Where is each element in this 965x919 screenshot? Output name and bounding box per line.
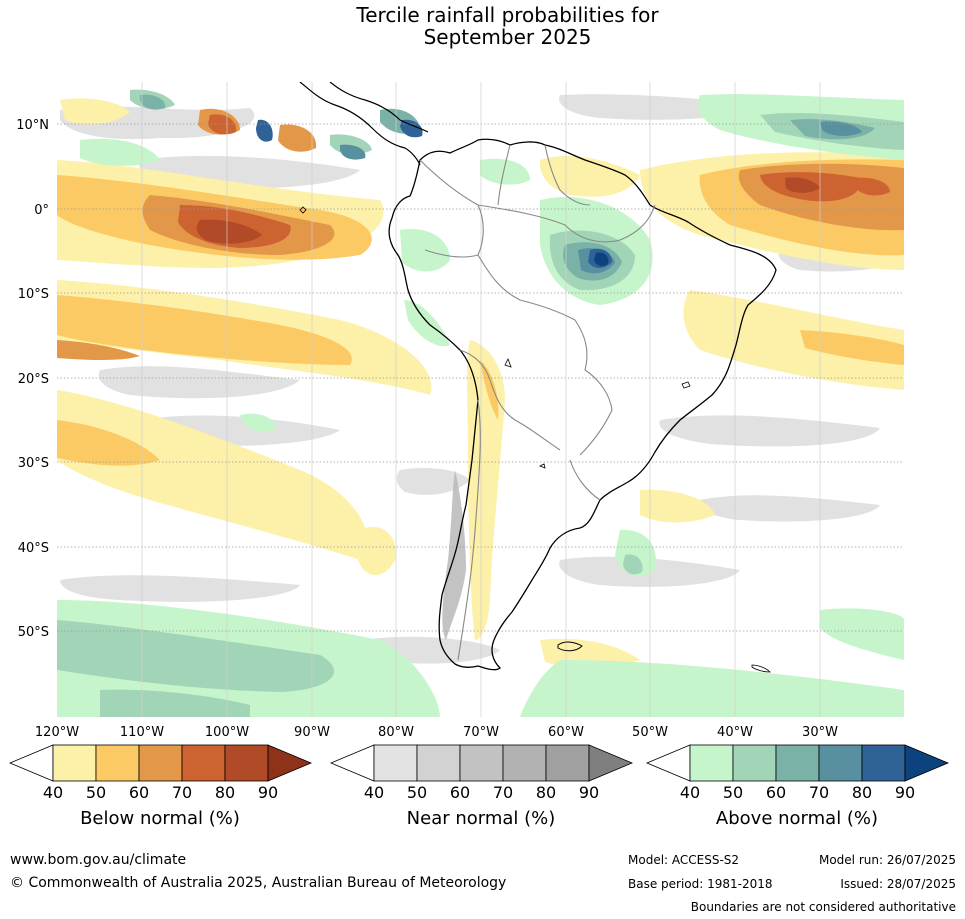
colorbar-segment bbox=[52, 744, 97, 782]
footer-url[interactable]: www.bom.gov.au/climate bbox=[10, 852, 187, 868]
colorbar-tick-label: 60 bbox=[765, 783, 787, 802]
lat-label: 10°N bbox=[16, 118, 49, 133]
lon-label: 30°W bbox=[802, 725, 838, 740]
lon-label: 80°W bbox=[378, 725, 414, 740]
colorbar-tick-label: 90 bbox=[257, 783, 279, 802]
graticule bbox=[57, 82, 904, 717]
falkland-islands bbox=[557, 641, 583, 652]
lat-label: 40°S bbox=[18, 541, 49, 556]
colorbar-tick-label: 70 bbox=[492, 783, 514, 802]
below-normal-80-90 bbox=[196, 177, 820, 244]
colorbar-segment bbox=[545, 744, 590, 782]
title-line-1: Tercile rainfall probabilities for bbox=[356, 3, 659, 27]
colorbar-segment bbox=[818, 744, 863, 782]
footer-copyright: © Commonwealth of Australia 2025, Austra… bbox=[10, 875, 507, 891]
lon-label: 40°W bbox=[717, 725, 753, 740]
lat-label: 10°S bbox=[18, 287, 49, 302]
colorbar-tick-label: 80 bbox=[535, 783, 557, 802]
colorbar-segment bbox=[416, 744, 461, 782]
axis-labels: 10°N 0° 10°S 20°S 30°S 40°S 50°S 120°W 1… bbox=[16, 118, 838, 740]
footer-model: Model: ACCESS-S2 bbox=[628, 853, 740, 867]
lat-label: 30°S bbox=[18, 456, 49, 471]
footer-disclaimer: Boundaries are not considered authoritat… bbox=[690, 900, 956, 914]
colorbar-segment bbox=[689, 744, 734, 782]
colorbar-above-normal bbox=[645, 744, 950, 782]
colorbar-min-arrow bbox=[8, 744, 54, 782]
colorbar-tick-label: 70 bbox=[171, 783, 193, 802]
colorbar-segment bbox=[861, 744, 906, 782]
map-title: Tercile rainfall probabilities for Septe… bbox=[0, 4, 965, 48]
colorbar-tick-label: 40 bbox=[42, 783, 64, 802]
lon-label: 70°W bbox=[463, 725, 499, 740]
inland-details bbox=[299, 206, 691, 469]
colorbar-tick-label: 80 bbox=[214, 783, 236, 802]
above-normal-90-plus bbox=[594, 252, 609, 267]
lon-label: 110°W bbox=[120, 725, 164, 740]
colorbar-min-arrow bbox=[329, 744, 375, 782]
colorbar-label-above: Above normal (%) bbox=[715, 808, 879, 829]
footer-model-run: Model run: 26/07/2025 bbox=[818, 853, 956, 867]
colorbar-tick-label: 90 bbox=[578, 783, 600, 802]
colorbar-tick-label: 90 bbox=[894, 783, 916, 802]
colorbar-tick-label: 50 bbox=[85, 783, 107, 802]
colorbar-max-arrow bbox=[267, 744, 313, 782]
colorbar-max-arrow bbox=[588, 744, 634, 782]
colorbar-tick-label: 40 bbox=[363, 783, 385, 802]
colorbar-tick-label: 50 bbox=[406, 783, 428, 802]
lat-label: 20°S bbox=[18, 372, 49, 387]
lon-label: 50°W bbox=[632, 725, 668, 740]
lat-label: 0° bbox=[34, 203, 49, 218]
colorbar-min-arrow bbox=[645, 744, 691, 782]
colorbar-tick-label: 60 bbox=[128, 783, 150, 802]
colorbar-segment bbox=[95, 744, 140, 782]
title-line-2: September 2025 bbox=[423, 25, 592, 49]
footer-issued: Issued: 28/07/2025 bbox=[840, 877, 956, 891]
colorbar-segment bbox=[459, 744, 504, 782]
south-georgia bbox=[751, 664, 771, 673]
colorbar-below-normal bbox=[8, 744, 313, 782]
colorbar-tick-label: 50 bbox=[722, 783, 744, 802]
colorbar-max-arrow bbox=[904, 744, 950, 782]
lon-label: 120°W bbox=[35, 725, 79, 740]
colorbar-segment bbox=[181, 744, 226, 782]
lon-label: 60°W bbox=[548, 725, 584, 740]
colorbar-segment bbox=[732, 744, 777, 782]
colorbar-label-below: Below normal (%) bbox=[80, 808, 240, 829]
country-borders bbox=[419, 144, 656, 661]
lon-label: 100°W bbox=[205, 725, 249, 740]
lon-label: 90°W bbox=[294, 725, 330, 740]
colorbar-tick-label: 60 bbox=[449, 783, 471, 802]
footer-base-period: Base period: 1981-2018 bbox=[628, 877, 773, 891]
colorbar-label-near: Near normal (%) bbox=[406, 808, 556, 829]
colorbar-segment bbox=[373, 744, 418, 782]
colorbar-tick-label: 40 bbox=[679, 783, 701, 802]
colorbar-segment bbox=[502, 744, 547, 782]
colorbar-segment bbox=[138, 744, 183, 782]
central-america-coastline bbox=[299, 82, 429, 166]
lat-label: 50°S bbox=[18, 625, 49, 640]
colorbar-segment bbox=[775, 744, 820, 782]
probability-field bbox=[57, 82, 904, 717]
colorbar-segment bbox=[224, 744, 269, 782]
colorbar-tick-label: 80 bbox=[851, 783, 873, 802]
colorbar-near-normal bbox=[329, 744, 634, 782]
colorbar-tick-label: 70 bbox=[808, 783, 830, 802]
